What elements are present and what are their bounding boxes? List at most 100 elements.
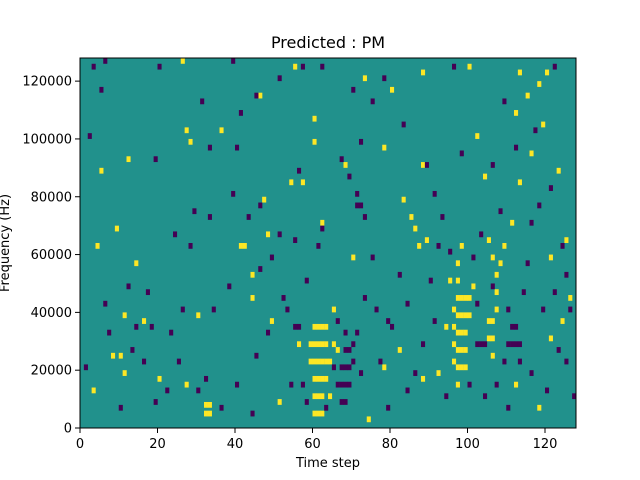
heatmap-cell	[444, 393, 449, 400]
heatmap-cell	[293, 323, 298, 330]
heatmap-cell	[254, 352, 259, 359]
heatmap-cell	[448, 277, 453, 284]
heatmap-cell	[207, 144, 212, 151]
heatmap-cell	[324, 323, 329, 330]
heatmap-cell	[424, 237, 429, 243]
heatmap-cell	[207, 410, 212, 417]
heatmap-cell	[258, 202, 263, 209]
heatmap-cell	[502, 243, 507, 249]
heatmap-cell	[324, 358, 329, 365]
heatmap-cell	[459, 312, 464, 319]
heatmap-cell	[537, 404, 542, 411]
heatmap-cell	[324, 404, 329, 411]
heatmap-cell	[219, 404, 224, 411]
heatmap-cell	[153, 399, 158, 405]
heatmap-cell	[347, 347, 352, 353]
heatmap-cell	[242, 243, 247, 249]
heatmap-cell	[153, 156, 158, 163]
heatmap-cell	[83, 364, 88, 371]
heatmap-cell	[207, 401, 212, 408]
heatmap-cell	[436, 243, 441, 249]
heatmap-cell	[250, 410, 255, 417]
heatmap-cell	[111, 352, 116, 359]
y-tick-label: 0	[64, 422, 72, 437]
heatmap-cell	[467, 381, 472, 388]
heatmap-cell	[169, 329, 174, 336]
heatmap-cell	[463, 364, 468, 371]
heatmap-cell	[382, 364, 387, 371]
heatmap-cell	[114, 225, 119, 232]
heatmap-cell	[188, 138, 193, 145]
heatmap-cell	[378, 358, 383, 365]
y-axis-ticks: 0 20000 40000 60000 80000 100000 120000	[22, 75, 80, 437]
heatmap-cell	[510, 341, 515, 348]
heatmap-cell	[266, 329, 271, 336]
heatmap-cell	[285, 306, 290, 313]
heatmap-cell	[529, 370, 534, 376]
heatmap-cell	[467, 63, 472, 70]
heatmap-cell	[541, 306, 546, 313]
heatmap-cell	[452, 358, 457, 365]
heatmap-cell	[355, 190, 360, 197]
heatmap-cell	[320, 323, 325, 330]
heatmap-cell	[455, 277, 460, 284]
heatmap-cell	[514, 144, 519, 151]
heatmap-cell	[421, 341, 426, 348]
heatmap-cell	[568, 306, 573, 313]
heatmap-cell	[471, 283, 476, 290]
heatmap-cell	[514, 381, 519, 388]
heatmap-cell	[312, 138, 317, 145]
heatmap-cell	[479, 231, 484, 238]
heatmap-cell	[238, 243, 243, 249]
heatmap-cell	[347, 173, 352, 180]
heatmap-cell	[514, 341, 519, 348]
heatmap-cell	[343, 347, 348, 353]
heatmap-cell	[258, 266, 263, 272]
heatmap-cell	[312, 393, 317, 400]
heatmap-cell	[455, 312, 460, 319]
heatmap-cell	[331, 364, 336, 371]
heatmap-cell	[494, 289, 499, 296]
heatmap-cell	[269, 254, 274, 261]
heatmap-cell	[370, 254, 375, 261]
heatmap-cell	[320, 375, 325, 382]
heatmap-cell	[413, 370, 418, 376]
heatmap-cell	[490, 283, 495, 290]
plot-frame	[79, 57, 577, 429]
heatmap-cell	[165, 387, 170, 394]
heatmap-cell	[397, 271, 402, 278]
heatmap-cell	[506, 341, 511, 348]
heatmap-cell	[103, 58, 108, 64]
heatmap-cell	[231, 58, 236, 64]
heatmap-cell	[560, 243, 565, 249]
heatmap-cell	[459, 150, 464, 157]
heatmap-cell	[568, 295, 573, 301]
heatmap-cell	[122, 312, 127, 319]
heatmap-cell	[320, 63, 325, 70]
heatmap-cell	[339, 364, 344, 371]
heatmap-cell	[320, 225, 325, 232]
heatmap-cell	[455, 381, 460, 388]
heatmap-cell	[320, 358, 325, 365]
heatmap-cell	[339, 381, 344, 388]
heatmap-cell	[227, 283, 232, 290]
heatmap-cell	[335, 347, 340, 353]
heatmap-cell	[316, 243, 321, 249]
heatmap-cell	[494, 381, 499, 388]
heatmap-cell	[564, 237, 569, 243]
heatmap-cell	[145, 289, 150, 296]
heatmap-cell	[362, 214, 367, 220]
heatmap-cell	[235, 144, 240, 151]
heatmap-cell	[529, 150, 534, 157]
heatmap-cell	[390, 86, 395, 93]
heatmap-cell	[289, 381, 294, 388]
heatmap-cell	[297, 167, 302, 174]
heatmap-cell	[343, 364, 348, 371]
heatmap-cell	[463, 312, 468, 319]
heatmap-cell	[552, 63, 557, 70]
heatmap-cell	[483, 341, 488, 348]
heatmap-cell	[107, 329, 112, 336]
heatmap-cell	[347, 364, 352, 371]
heatmap-cell	[300, 63, 305, 70]
heatmap-cell	[200, 98, 205, 105]
